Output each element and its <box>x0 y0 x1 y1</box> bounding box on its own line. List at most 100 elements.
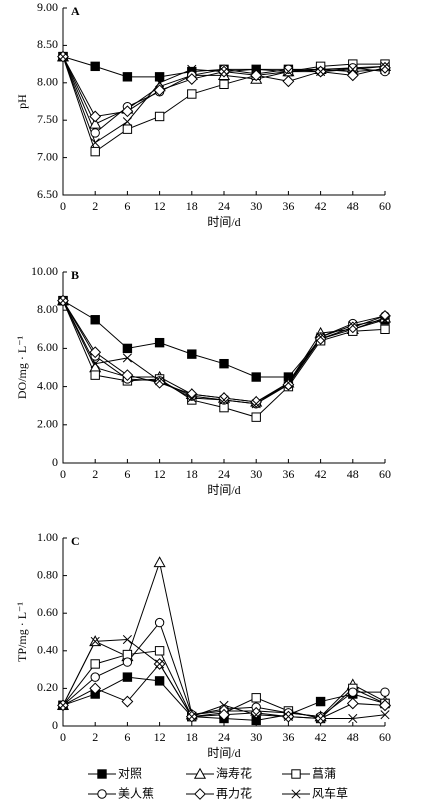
data-point <box>219 700 229 710</box>
x-tick-label: 6 <box>124 199 130 213</box>
legend-label: 对照 <box>118 767 142 781</box>
y-axis-label: pH <box>15 94 29 109</box>
data-point <box>90 370 100 380</box>
data-point <box>316 713 326 724</box>
data-point <box>90 315 100 325</box>
y-tick-label: 9.00 <box>37 0 58 14</box>
data-point <box>90 146 100 157</box>
data-point <box>250 69 263 82</box>
y-tick-label: 2.00 <box>37 417 58 431</box>
legend-marker <box>97 769 107 779</box>
data-point <box>122 657 133 667</box>
data-point <box>90 138 100 148</box>
x-tick-label: 42 <box>315 467 327 481</box>
panel-label: C <box>71 534 80 548</box>
data-point <box>380 324 390 335</box>
data-point <box>219 79 229 89</box>
x-tick-label: 6 <box>124 730 130 744</box>
data-point <box>153 376 166 389</box>
data-point <box>58 52 68 62</box>
x-tick-label: 42 <box>315 199 327 213</box>
data-point <box>90 128 100 138</box>
series-line <box>62 560 386 718</box>
y-tick-label: 4.00 <box>37 378 58 392</box>
series-line <box>62 621 385 718</box>
legend-label: 风车草 <box>312 786 348 801</box>
x-tick-label: 48 <box>347 730 359 744</box>
data-point <box>218 708 230 721</box>
y-tick-label: 8.00 <box>37 75 58 89</box>
series-line <box>62 300 386 405</box>
x-axis-label: 时间/d <box>207 215 240 229</box>
data-point <box>283 378 293 388</box>
data-point <box>187 712 197 722</box>
legend-marker <box>193 767 207 779</box>
data-point <box>348 713 358 724</box>
y-tick-label: 0 <box>52 718 58 732</box>
data-point <box>380 710 390 720</box>
y-tick-label: 6.00 <box>37 340 58 354</box>
x-tick-label: 30 <box>250 730 262 744</box>
data-point <box>58 700 68 710</box>
x-tick-label: 48 <box>347 199 359 213</box>
x-tick-label: 24 <box>218 467 230 481</box>
data-point <box>251 372 261 382</box>
data-point <box>282 75 295 88</box>
x-tick-label: 2 <box>92 199 98 213</box>
data-point <box>154 337 165 348</box>
x-tick-label: 30 <box>250 467 262 481</box>
data-point <box>346 697 359 710</box>
x-tick-label: 12 <box>154 467 166 481</box>
panel-label: A <box>71 4 80 18</box>
data-point <box>153 556 166 568</box>
y-tick-label: 7.50 <box>37 112 58 126</box>
y-tick-label: 8.50 <box>37 37 58 51</box>
data-point <box>154 111 165 122</box>
x-tick-label: 18 <box>186 467 198 481</box>
data-point <box>219 67 229 77</box>
data-point <box>122 343 133 354</box>
data-point <box>379 310 391 322</box>
x-tick-label: 42 <box>315 730 327 744</box>
legend-label: 菖蒲 <box>312 767 336 781</box>
data-point <box>122 124 133 134</box>
data-point <box>122 117 132 127</box>
data-point <box>348 320 358 331</box>
legend-label: 海寿花 <box>216 766 252 781</box>
data-point <box>154 617 165 628</box>
data-point <box>348 687 358 697</box>
data-point <box>154 646 165 656</box>
y-tick-label: 0.60 <box>37 605 58 619</box>
x-tick-label: 60 <box>379 199 391 213</box>
series-line <box>62 300 386 403</box>
data-point <box>315 696 326 707</box>
data-point <box>251 693 261 703</box>
x-tick-label: 24 <box>218 730 230 744</box>
data-point <box>380 61 390 71</box>
data-point <box>121 105 134 118</box>
data-point <box>380 315 390 325</box>
data-point <box>219 395 229 405</box>
y-tick-label: 10.00 <box>31 264 58 278</box>
data-point <box>251 399 261 409</box>
y-tick-label: 0.80 <box>37 567 58 581</box>
data-point <box>219 358 229 369</box>
legend-marker <box>194 788 206 800</box>
x-axis-label: 时间/d <box>207 746 240 760</box>
x-tick-label: 0 <box>60 199 66 213</box>
x-tick-label: 36 <box>282 730 294 744</box>
data-point <box>90 636 100 646</box>
x-tick-label: 60 <box>379 467 391 481</box>
panel-label: B <box>71 268 79 282</box>
x-tick-label: 0 <box>60 467 66 481</box>
data-point <box>90 359 100 369</box>
data-point <box>153 84 166 97</box>
data-point <box>348 64 358 74</box>
data-point <box>122 634 132 645</box>
data-point <box>316 332 326 342</box>
x-tick-label: 6 <box>124 467 130 481</box>
x-tick-label: 0 <box>60 730 66 744</box>
data-point <box>251 710 261 720</box>
data-point <box>346 69 359 82</box>
